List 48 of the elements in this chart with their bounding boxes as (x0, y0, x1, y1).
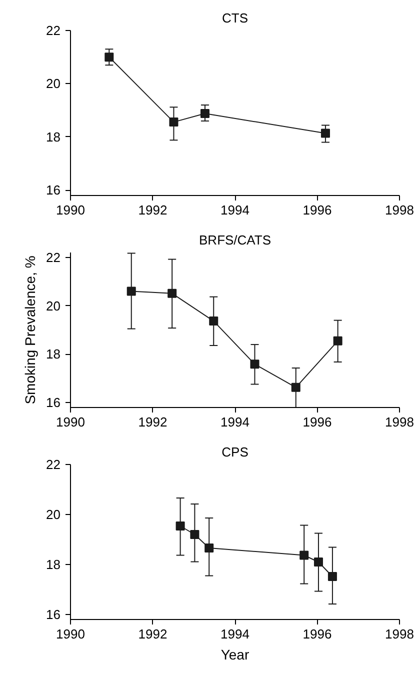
x-axis-title: Year (220, 646, 250, 662)
x-tick-label: 1992 (138, 626, 168, 642)
x-tick-label: 1990 (56, 414, 85, 430)
point (204, 544, 214, 552)
point (209, 316, 218, 326)
y-axis-title: Smoking Prevalence, % (22, 256, 38, 404)
y-tick-label: 20 (46, 76, 61, 92)
y-tick-label: 16 (46, 395, 61, 410)
x-tick-label: 1994 (220, 626, 250, 642)
x-tick-label: 1996 (302, 626, 332, 642)
y-tick-label: 20 (46, 507, 61, 522)
point (190, 530, 200, 539)
x-tick-label: 1994 (220, 414, 250, 430)
y-tick-label: 16 (46, 607, 61, 622)
x-tick-label: 1996 (302, 202, 332, 218)
x-tick-label: 1994 (220, 202, 250, 218)
point (328, 572, 337, 581)
x-tick-label: 1992 (138, 202, 168, 218)
x-tick-label: 1990 (56, 626, 85, 642)
x-tick-label: 1996 (302, 414, 332, 430)
point (314, 558, 323, 566)
point (250, 360, 260, 369)
y-tick-label: 22 (46, 250, 61, 265)
y-tick-label: 22 (46, 23, 61, 38)
point (126, 286, 136, 296)
point (169, 118, 178, 127)
y-tick-label: 22 (46, 457, 61, 472)
point (104, 52, 114, 62)
chart-title: BRFS/CATS (199, 232, 272, 248)
point (333, 336, 342, 346)
point (320, 128, 330, 138)
x-tick-label: 1992 (138, 414, 168, 430)
point (200, 109, 210, 118)
y-tick-label: 18 (46, 346, 61, 362)
x-tick-label: 1998 (385, 202, 414, 218)
y-tick-label: 18 (46, 129, 61, 144)
y-tick-label: 18 (46, 557, 61, 572)
point (168, 288, 177, 298)
point (291, 382, 300, 392)
point (300, 550, 309, 560)
y-tick-label: 16 (46, 182, 61, 198)
chart-title: CPS (222, 444, 249, 460)
x-tick-label: 1998 (385, 626, 414, 642)
x-tick-label: 1998 (385, 414, 414, 430)
x-tick-label: 1990 (56, 202, 85, 218)
y-tick-label: 20 (46, 298, 61, 314)
chart-title: CTS (222, 10, 248, 26)
point (176, 522, 185, 530)
